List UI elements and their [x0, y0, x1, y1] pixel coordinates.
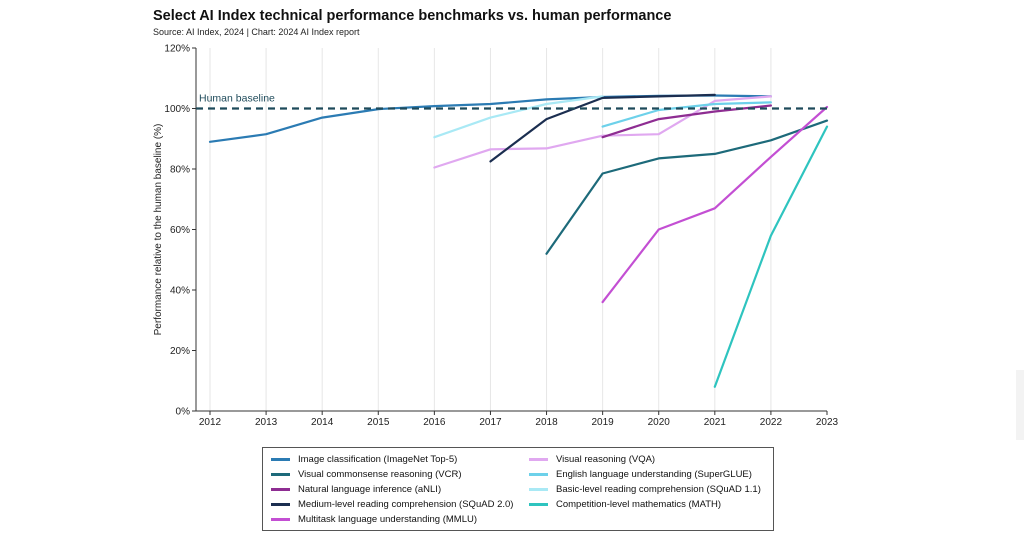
series-line — [713, 125, 829, 388]
x-tick-label: 2020 — [648, 417, 671, 428]
series-line — [601, 104, 773, 139]
legend-swatch — [271, 458, 290, 461]
legend-swatch — [271, 518, 290, 521]
x-tick-label: 2023 — [816, 417, 839, 428]
x-tick-label: 2021 — [704, 417, 727, 428]
legend-swatch — [529, 503, 548, 506]
y-tick-label: 0% — [176, 407, 191, 418]
y-axis-label: Performance relative to the human baseli… — [153, 124, 164, 336]
series-line — [433, 95, 773, 169]
y-tick-label: 20% — [170, 346, 190, 357]
y-tick-label: 40% — [170, 286, 190, 297]
y-tick-label: 60% — [170, 225, 190, 236]
legend-label: Image classification (ImageNet Top-5) — [298, 454, 458, 465]
legend-label: Basic-level reading comprehension (SQuAD… — [556, 484, 761, 495]
legend-label: Visual reasoning (VQA) — [556, 454, 656, 465]
legend-swatch — [271, 503, 290, 506]
x-tick-label: 2017 — [479, 417, 502, 428]
x-tick-label: 2022 — [760, 417, 783, 428]
legend-label: Multitask language understanding (MMLU) — [298, 514, 478, 525]
legend-label: Competition-level mathematics (MATH) — [556, 499, 722, 510]
series-line — [545, 119, 829, 255]
human-baseline-label: Human baseline — [199, 93, 275, 105]
legend-label: English language understanding (SuperGLU… — [556, 469, 752, 480]
legend-swatch — [271, 473, 290, 476]
legend-item: Natural language inference (aNLI) — [271, 482, 441, 497]
legend-item: Visual reasoning (VQA) — [529, 452, 655, 467]
chart-subtitle: Source: AI Index, 2024 | Chart: 2024 AI … — [153, 27, 360, 37]
y-tick-label: 100% — [164, 104, 190, 115]
y-tick-label: 120% — [164, 44, 190, 55]
legend-swatch — [529, 473, 548, 476]
x-tick-label: 2019 — [592, 417, 615, 428]
x-tick-label: 2016 — [423, 417, 446, 428]
legend-item: Visual commonsense reasoning (VCR) — [271, 467, 462, 482]
series-line — [601, 101, 773, 128]
scrollbar-track[interactable] — [1016, 370, 1024, 440]
series-line — [601, 105, 829, 304]
legend-label: Visual commonsense reasoning (VCR) — [298, 469, 462, 480]
legend: Image classification (ImageNet Top-5) Vi… — [262, 447, 774, 531]
x-tick-label: 2012 — [199, 417, 222, 428]
series-line — [433, 95, 604, 139]
legend-item: English language understanding (SuperGLU… — [529, 467, 752, 482]
legend-item: Competition-level mathematics (MATH) — [529, 497, 721, 512]
legend-label: Medium-level reading comprehension (SQuA… — [298, 499, 514, 510]
x-tick-label: 2014 — [311, 417, 334, 428]
chart-title: Select AI Index technical performance be… — [153, 8, 672, 24]
legend-item: Image classification (ImageNet Top-5) — [271, 452, 457, 467]
legend-item: Medium-level reading comprehension (SQuA… — [271, 497, 513, 512]
legend-swatch — [529, 488, 548, 491]
series-line — [489, 93, 716, 163]
y-tick-label: 80% — [170, 165, 190, 176]
legend-item: Multitask language understanding (MMLU) — [271, 512, 477, 527]
x-tick-label: 2018 — [535, 417, 558, 428]
legend-item: Basic-level reading comprehension (SQuAD… — [529, 482, 761, 497]
legend-label: Natural language inference (aNLI) — [298, 484, 442, 495]
line-chart: 0% 20% 40% 60% 80% 100% 120% 2012 2013 2014 2015 20… — [153, 44, 839, 429]
legend-swatch — [529, 458, 548, 461]
x-tick-label: 2013 — [255, 417, 278, 428]
legend-swatch — [271, 488, 290, 491]
x-tick-label: 2015 — [367, 417, 390, 428]
